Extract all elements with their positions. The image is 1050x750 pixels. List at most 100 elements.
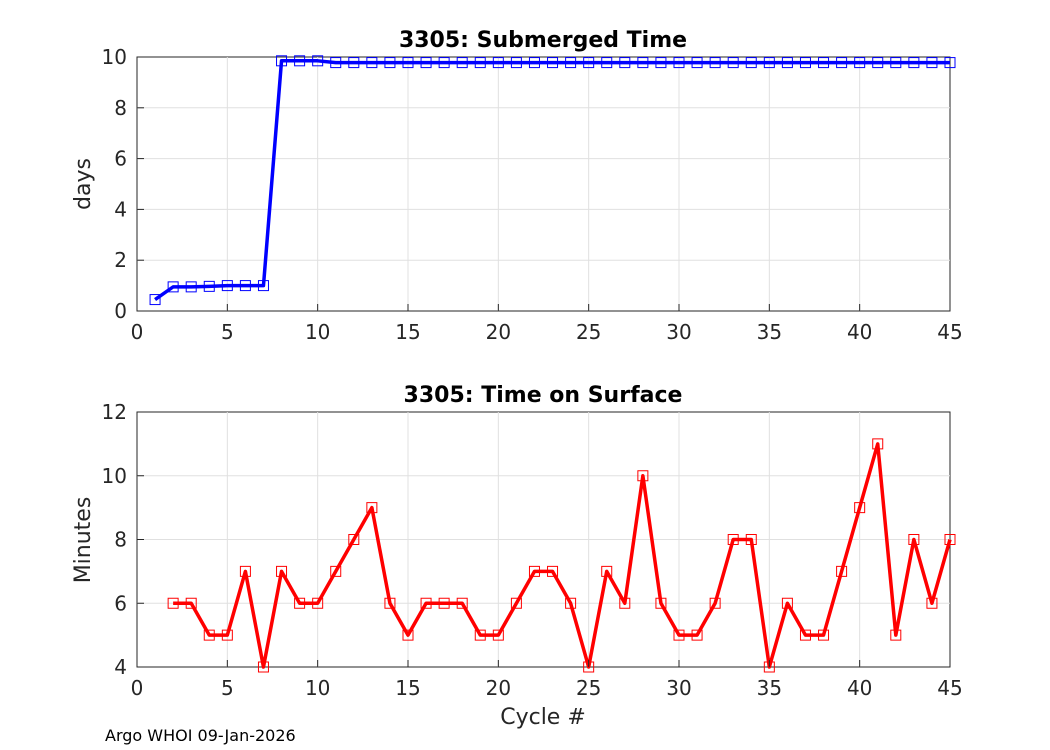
x-tick-label-bottom: 25 bbox=[576, 676, 601, 700]
data-point-top bbox=[799, 57, 811, 69]
data-point-bottom bbox=[637, 470, 649, 482]
x-tick-label-bottom: 5 bbox=[221, 676, 234, 700]
y-tick-label-bottom: 8 bbox=[114, 528, 127, 552]
plot-time-on-surface: 0 5 10 15 20 25 30 35 40 45 4 6 8 10 12 3305: Time on … bbox=[71, 383, 963, 730]
y-tick-label-top: 4 bbox=[114, 197, 127, 221]
data-point-top bbox=[420, 57, 432, 69]
x-tick-label-bottom: 15 bbox=[395, 676, 420, 700]
data-point-top bbox=[565, 57, 577, 69]
x-tick-label-bottom: 40 bbox=[847, 676, 872, 700]
data-point-top bbox=[926, 57, 938, 69]
data-point-bottom bbox=[257, 661, 269, 673]
grid-bottom bbox=[137, 412, 950, 667]
series-top bbox=[149, 55, 956, 306]
y-tick-label-top: 6 bbox=[114, 147, 127, 171]
data-point-bottom bbox=[673, 629, 685, 641]
data-point-top bbox=[763, 57, 775, 69]
data-point-top bbox=[583, 57, 595, 69]
x-tick-label-bottom: 10 bbox=[305, 676, 330, 700]
series-line-bottom bbox=[173, 442, 952, 669]
data-point-bottom bbox=[239, 565, 251, 577]
data-point-bottom bbox=[402, 629, 414, 641]
x-tick-label-top: 10 bbox=[305, 320, 330, 344]
data-point-bottom bbox=[330, 565, 342, 577]
data-point-top bbox=[167, 281, 179, 293]
x-tick-label-bottom: 45 bbox=[937, 676, 962, 700]
data-point-bottom bbox=[203, 629, 215, 641]
x-tick-label-top: 15 bbox=[395, 320, 420, 344]
data-point-top bbox=[384, 57, 396, 69]
y-tick-label-top: 0 bbox=[114, 299, 127, 323]
x-tick-label-top: 5 bbox=[221, 320, 234, 344]
data-point-bottom bbox=[601, 565, 613, 577]
ticks-top: 0 5 10 15 20 25 30 35 40 45 0 2 4 6 8 10 bbox=[102, 45, 963, 344]
x-axis-label-bottom: Cycle # bbox=[500, 705, 586, 730]
data-point-top bbox=[149, 294, 161, 306]
data-point-top bbox=[944, 57, 956, 69]
data-point-top bbox=[276, 55, 288, 67]
data-point-bottom bbox=[312, 597, 324, 609]
data-point-bottom bbox=[294, 597, 306, 609]
x-tick-label-bottom: 35 bbox=[757, 676, 782, 700]
x-tick-label-top: 40 bbox=[847, 320, 872, 344]
y-tick-label-bottom: 4 bbox=[114, 655, 127, 679]
data-point-bottom bbox=[456, 597, 468, 609]
data-point-bottom bbox=[276, 565, 288, 577]
data-point-top bbox=[890, 57, 902, 69]
x-tick-label-top: 25 bbox=[576, 320, 601, 344]
data-point-top bbox=[312, 55, 324, 67]
data-point-top bbox=[348, 57, 360, 69]
data-point-bottom bbox=[745, 534, 757, 545]
data-point-top bbox=[528, 57, 540, 69]
data-point-top bbox=[781, 57, 793, 69]
y-tick-label-top: 10 bbox=[102, 45, 127, 69]
data-point-top bbox=[294, 55, 306, 67]
chart-title-bottom: 3305: Time on Surface bbox=[404, 383, 683, 408]
data-point-top bbox=[510, 57, 522, 69]
data-point-top bbox=[402, 57, 414, 69]
y-tick-label-bottom: 12 bbox=[102, 400, 127, 424]
data-point-top bbox=[745, 57, 757, 69]
data-point-top bbox=[257, 280, 269, 292]
data-point-top bbox=[492, 57, 504, 69]
data-point-bottom bbox=[944, 534, 956, 545]
data-point-bottom bbox=[709, 597, 721, 609]
data-point-bottom bbox=[854, 502, 866, 514]
series-bottom bbox=[167, 438, 956, 673]
data-point-bottom bbox=[836, 565, 848, 577]
y-tick-label-top: 2 bbox=[114, 248, 127, 272]
data-point-top bbox=[239, 280, 251, 292]
x-tick-label-top: 35 bbox=[757, 320, 782, 344]
x-tick-label-bottom: 0 bbox=[131, 676, 144, 700]
data-point-bottom bbox=[727, 534, 739, 545]
y-tick-label-bottom: 6 bbox=[114, 591, 127, 615]
data-point-bottom bbox=[348, 534, 360, 545]
data-point-bottom bbox=[818, 629, 830, 641]
data-point-bottom bbox=[474, 629, 486, 641]
data-point-bottom bbox=[799, 629, 811, 641]
data-point-bottom bbox=[619, 597, 631, 609]
x-tick-label-top: 45 bbox=[937, 320, 962, 344]
data-point-bottom bbox=[547, 565, 559, 577]
data-point-top bbox=[203, 280, 215, 292]
data-point-top bbox=[709, 57, 721, 69]
data-point-top bbox=[836, 57, 848, 69]
data-point-top bbox=[456, 57, 468, 69]
data-point-bottom bbox=[691, 629, 703, 641]
data-point-bottom bbox=[420, 597, 432, 609]
x-tick-label-bottom: 30 bbox=[666, 676, 691, 700]
data-point-top bbox=[854, 57, 866, 69]
data-point-bottom bbox=[890, 629, 902, 641]
data-point-top bbox=[727, 57, 739, 69]
data-point-bottom bbox=[438, 597, 450, 609]
chart-title-top: 3305: Submerged Time bbox=[399, 28, 687, 53]
data-point-top bbox=[547, 57, 559, 69]
plot-submerged-time: 0 5 10 15 20 25 30 35 40 45 0 2 4 6 8 10 3305: Submerge… bbox=[71, 28, 963, 344]
data-point-top bbox=[691, 57, 703, 69]
y-tick-label-top: 8 bbox=[114, 96, 127, 120]
y-axis-label-top: days bbox=[71, 158, 96, 210]
data-point-bottom bbox=[908, 534, 920, 545]
data-point-top bbox=[185, 281, 197, 293]
data-point-bottom bbox=[528, 565, 540, 577]
